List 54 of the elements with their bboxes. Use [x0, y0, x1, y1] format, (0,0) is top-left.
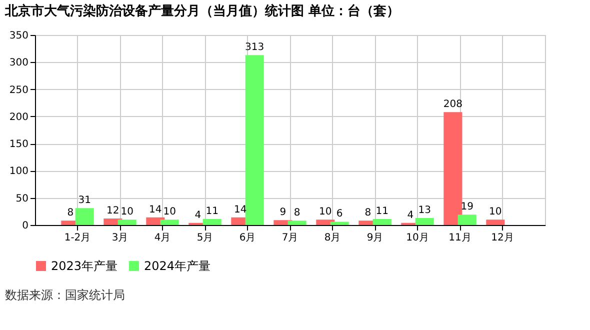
- y-tick-label: 50: [16, 193, 28, 204]
- bar: [372, 219, 392, 225]
- bar: [202, 219, 222, 225]
- data-label: 10: [120, 206, 134, 218]
- x-tick-label: 3月: [112, 232, 128, 244]
- data-label: 8: [67, 208, 74, 219]
- data-label: 6: [336, 208, 343, 220]
- data-label: 4: [407, 210, 414, 221]
- y-tick-label: 300: [9, 58, 28, 69]
- data-label: 8: [294, 208, 300, 219]
- x-tick-label: 8月: [324, 232, 341, 244]
- bar: [458, 214, 476, 225]
- x-tick-label: 6月: [239, 232, 256, 244]
- data-label: 14: [149, 204, 162, 216]
- chart-title: 北京市大气污染防治设备产量分月（当月值）统计图 单位：台（套）: [4, 3, 400, 19]
- y-tick-label: 350: [9, 30, 28, 42]
- y-tick-label: 100: [9, 166, 28, 178]
- bar: [444, 112, 462, 225]
- legend-label: 2024年产量: [144, 259, 211, 273]
- data-label: 4: [194, 210, 202, 221]
- bar: [486, 220, 505, 225]
- data-label: 8: [364, 208, 372, 219]
- x-tick-label: 4月: [154, 232, 171, 244]
- bar: [288, 220, 306, 225]
- data-label: 9: [280, 207, 286, 218]
- data-label: 13: [418, 204, 431, 216]
- bar: [415, 218, 434, 225]
- bar: [245, 55, 264, 225]
- data-label: 313: [245, 42, 264, 54]
- data-label: 11: [206, 206, 218, 218]
- x-tick-label: 1-2月: [64, 232, 91, 244]
- x-tick-label: 12月: [491, 232, 514, 244]
- bar: [75, 208, 94, 225]
- data-label: 10: [319, 206, 332, 218]
- y-tick-label: 0: [22, 220, 28, 232]
- data-label: 208: [443, 99, 462, 110]
- data-label: 11: [376, 206, 388, 218]
- bar: [330, 222, 349, 225]
- x-tick-label: 7月: [282, 232, 298, 244]
- x-tick-label: 5月: [196, 232, 214, 244]
- data-label: 12: [106, 205, 120, 216]
- x-tick-label: 10月: [406, 232, 429, 244]
- data-label: 10: [163, 206, 176, 218]
- y-tick-label: 150: [9, 139, 28, 150]
- y-tick-label: 200: [9, 112, 28, 123]
- bar: [160, 220, 179, 225]
- legend-label: 2023年产量: [51, 259, 118, 273]
- data-label: 31: [78, 195, 91, 206]
- bar: [118, 220, 136, 225]
- y-tick-label: 250: [9, 84, 28, 96]
- x-tick-label: 9月: [366, 232, 384, 244]
- x-tick-label: 11月: [448, 232, 472, 244]
- data-label: 10: [489, 206, 502, 218]
- source-note: 数据来源：国家统计局: [5, 288, 125, 302]
